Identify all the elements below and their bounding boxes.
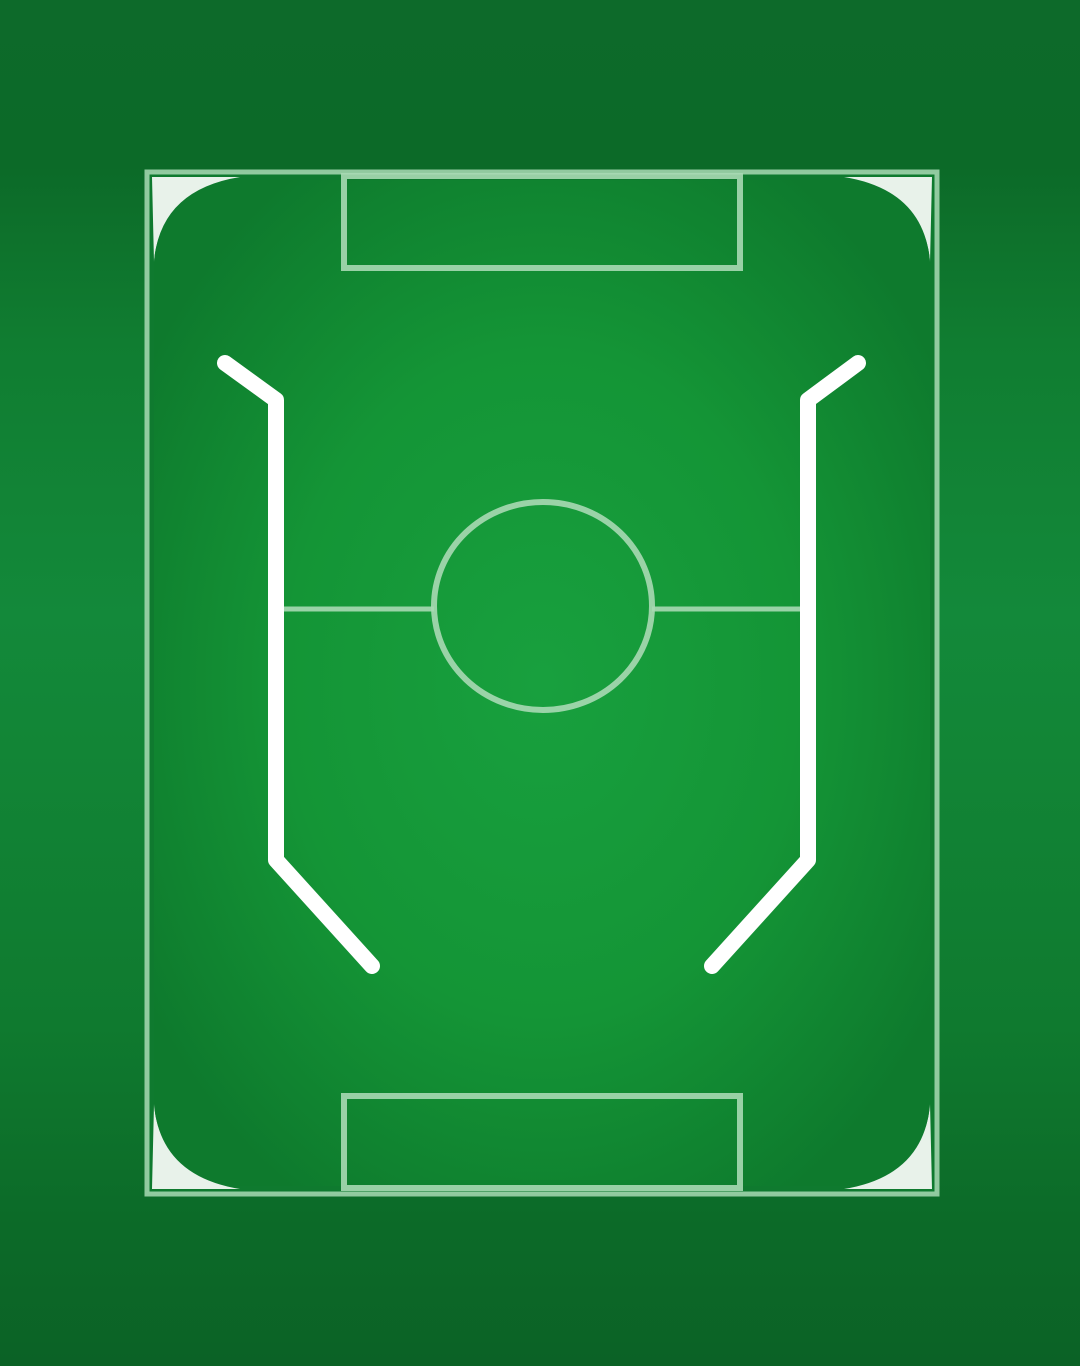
center-circle	[431, 499, 655, 713]
right-bumper-rail	[704, 355, 866, 974]
corner-fill-top-right	[844, 177, 932, 262]
goal-area-bottom	[341, 1093, 743, 1191]
corner-fill-bottom-left	[152, 1104, 240, 1189]
left-bumper-rail	[217, 355, 380, 974]
goal-area-top	[341, 173, 743, 271]
corner-fill-top-left	[152, 177, 240, 262]
corner-fills	[152, 177, 932, 1189]
corner-fill-bottom-right	[844, 1104, 932, 1189]
